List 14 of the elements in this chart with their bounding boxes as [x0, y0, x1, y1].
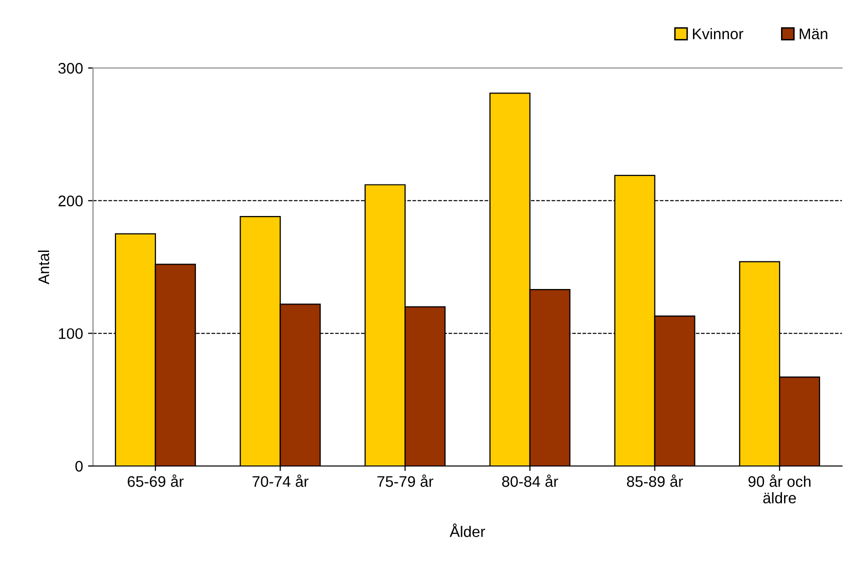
legend-label: Kvinnor	[692, 28, 744, 40]
x-tick-label: 65-69 år	[128, 474, 184, 487]
y-tick-label: 200	[58, 196, 83, 206]
legend-label: Män	[800, 28, 828, 40]
x-tick-label: 90 år och äldre	[748, 474, 810, 504]
x-tick-label: 75-79 år	[377, 474, 434, 487]
y-tick-label: 0	[75, 460, 83, 472]
y-axis-title: Antal	[38, 250, 50, 284]
y-tick-label: 100	[58, 328, 83, 340]
y-tick-label: 300	[58, 62, 83, 74]
x-axis-title: Ålder	[450, 524, 486, 538]
x-tick-label: 85-89 år	[626, 474, 683, 487]
x-tick-label: 80-84 år	[502, 474, 558, 487]
x-tick-label: 70-74 år	[252, 474, 308, 487]
